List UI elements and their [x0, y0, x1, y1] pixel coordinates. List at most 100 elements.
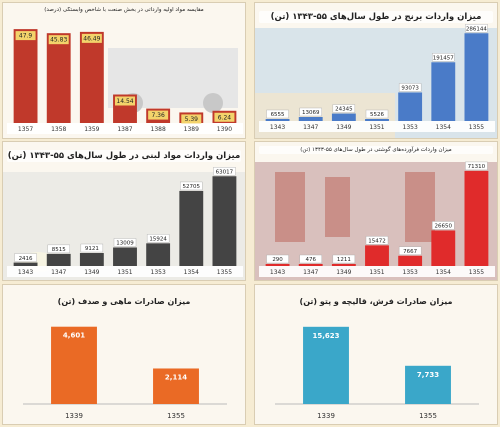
data-label-box: [465, 161, 488, 171]
chart-title: مقایسه مواد اولیه وارداتی در بخش صنعت با…: [44, 7, 204, 13]
data-label: 6.24: [218, 114, 232, 121]
bar: [46, 253, 71, 266]
chart-title: میزان واردات مواد لبنی در طول سال‌های ۵۵…: [7, 150, 241, 162]
tick-label: 1355: [217, 269, 232, 276]
data-label-box: [299, 254, 322, 264]
data-label: 47.9: [19, 33, 33, 40]
data-label-box: [15, 31, 36, 41]
tick-label: 1347: [303, 269, 318, 276]
tick-label: 1354: [184, 269, 199, 276]
bar: [464, 33, 489, 121]
data-label: 71310: [468, 164, 486, 170]
bar: [79, 31, 104, 123]
bar: [431, 62, 456, 121]
category-strip: [259, 266, 495, 277]
bar: [46, 33, 71, 123]
tick-label: 1353: [403, 269, 418, 276]
data-label: 15472: [368, 239, 386, 245]
data-label-box: [266, 254, 289, 264]
chart-svg: 47.9 1357 45.83 1358 46.49 1359 14.54 1387 7.36 1…: [7, 29, 243, 134]
data-label: 6555: [271, 112, 285, 118]
chart-title: میزان صادرات ماهی و صدف (تن): [57, 297, 191, 306]
bar: [298, 116, 323, 121]
tick-label: 1351: [369, 269, 384, 276]
tick-label: 1353: [403, 124, 418, 131]
chart-svg: 290 1343 476 1347 1211 1349 15472 1351 7667 1353 2…: [255, 161, 497, 280]
chart-title: میزان واردات برنج در طول سال‌های ۵۵-۱۳۴۳…: [259, 11, 493, 23]
data-label-box: [148, 110, 169, 120]
tick-label: 1351: [117, 269, 132, 276]
bar: [79, 253, 104, 266]
tick-label: 1355: [167, 412, 185, 420]
tick-label: 1343: [270, 124, 285, 131]
tick-label: 1358: [51, 126, 66, 133]
bar: [146, 243, 171, 266]
data-label: 476: [305, 257, 316, 263]
tick-label: 1354: [436, 124, 451, 131]
tick-label: 1359: [84, 126, 99, 133]
data-label: 26650: [435, 224, 453, 230]
bar: [331, 113, 356, 121]
data-label: 45.83: [50, 37, 67, 44]
data-label: 286144: [466, 26, 487, 32]
tick-label: 1389: [184, 126, 199, 133]
data-label-box: [213, 167, 236, 176]
chart-title: میزان واردات فرآورده‌های گوشتی در طول سا…: [259, 146, 493, 154]
data-label: 14.54: [116, 98, 133, 105]
chart-carpet-exports: 15,623 1339 7,733 1355 میزان صادرات فرش، قا…: [254, 284, 498, 425]
data-label-box: [214, 112, 235, 122]
data-label-box: [14, 253, 37, 262]
data-label: 290: [272, 257, 283, 263]
data-label-box: [398, 246, 422, 255]
tick-label: 1349: [336, 124, 351, 131]
chart-fish-exports: 4,601 1339 2,114 1355 میزان صادرات ماهی و ص…: [2, 284, 246, 425]
bar: [13, 262, 38, 266]
chart-industrial-dependency: 47.9 1357 45.83 1358 46.49 1359 14.54 1387 7.36 1…: [2, 2, 246, 139]
data-label-box: [181, 114, 202, 124]
tick-label: 1355: [469, 269, 484, 276]
tick-label: 1347: [51, 269, 66, 276]
data-label: 2,114: [165, 373, 187, 381]
tick-label: 1349: [84, 269, 99, 276]
bar: [464, 170, 489, 266]
data-label: 9121: [85, 246, 99, 252]
bar: [405, 365, 451, 404]
data-label-box: [432, 53, 455, 62]
bar: [51, 326, 97, 404]
data-label: 46.49: [83, 35, 100, 42]
bar: [331, 264, 356, 266]
data-label-box: [365, 236, 389, 245]
category-strip: [259, 121, 495, 132]
tick-label: 1355: [419, 412, 437, 420]
bar: [212, 176, 237, 266]
data-label: 7,733: [417, 371, 439, 379]
data-label: 1211: [337, 257, 351, 263]
data-label-box: [266, 109, 289, 119]
data-label-box: [332, 254, 356, 264]
chart-meat-imports: 290 1343 476 1347 1211 1349 15472 1351 7667 1353 2…: [254, 141, 498, 281]
data-label-box: [398, 83, 422, 92]
chart-svg: 2416 1343 8515 1347 9121 1349 13009 1351 15924 13…: [3, 167, 245, 280]
data-label-box: [299, 107, 322, 117]
bar: [13, 29, 38, 124]
chart-rice-imports: 6555 1343 13069 1347 24345 1349 5526 1351 93073 1…: [254, 2, 498, 139]
data-label-box: [113, 238, 137, 247]
tick-label: 1353: [151, 269, 166, 276]
bar: [153, 368, 199, 404]
chart-title: میزان صادرات فرش، قالیچه و پتو (تن): [299, 297, 453, 306]
bar: [113, 247, 137, 266]
tick-label: 1339: [65, 412, 83, 420]
data-label-box: [81, 33, 102, 43]
data-label-box: [48, 35, 69, 45]
tick-label: 1347: [303, 124, 318, 131]
data-label: 4,601: [63, 332, 85, 340]
data-label-box: [115, 96, 135, 106]
data-label-box: [47, 244, 70, 254]
data-label-box: [180, 181, 203, 191]
bar: [398, 255, 423, 266]
tick-label: 1388: [151, 126, 166, 133]
data-label: 5526: [370, 112, 384, 118]
tick-label: 1349: [336, 269, 351, 276]
data-label-box: [432, 221, 455, 230]
tick-label: 1355: [469, 124, 484, 131]
